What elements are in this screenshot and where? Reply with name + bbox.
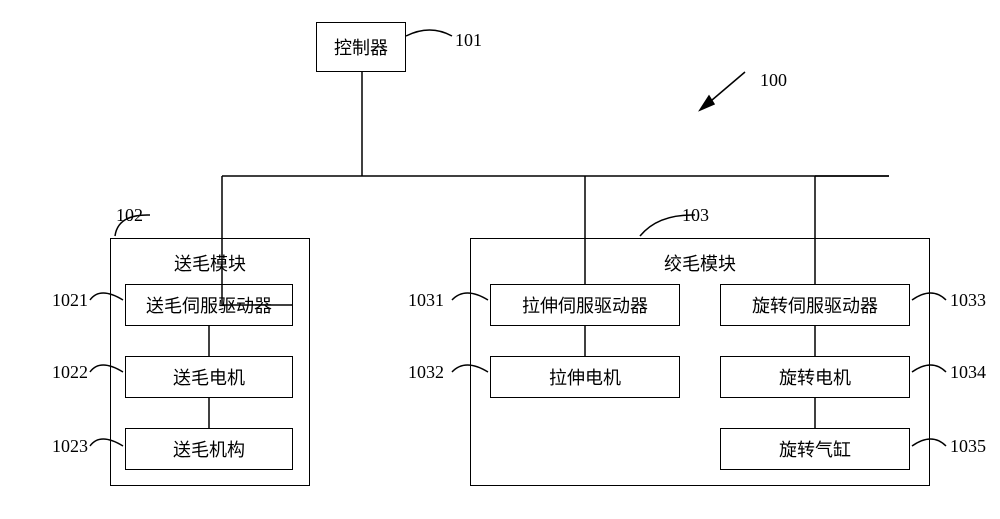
feed-mech-label: 送毛机构 (173, 436, 245, 462)
controller-label: 控制器 (334, 34, 388, 60)
callout-1021: 1021 (52, 290, 88, 311)
callout-103: 103 (682, 205, 709, 226)
feed-motor-label: 送毛电机 (173, 364, 245, 390)
feed-motor-box: 送毛电机 (125, 356, 293, 398)
stretch-driver-label: 拉伸伺服驱动器 (522, 292, 648, 318)
stretch-motor-label: 拉伸电机 (549, 364, 621, 390)
module-twist-title: 绞毛模块 (470, 250, 930, 276)
callout-1023: 1023 (52, 436, 88, 457)
callout-1031: 1031 (408, 290, 444, 311)
rotate-cyl-box: 旋转气缸 (720, 428, 910, 470)
callout-1034: 1034 (950, 362, 986, 383)
callout-1032: 1032 (408, 362, 444, 383)
callout-1033: 1033 (950, 290, 986, 311)
feed-mech-box: 送毛机构 (125, 428, 293, 470)
callout-102: 102 (116, 205, 143, 226)
callout-1035: 1035 (950, 436, 986, 457)
feed-driver-label: 送毛伺服驱动器 (146, 292, 272, 318)
stretch-driver-box: 拉伸伺服驱动器 (490, 284, 680, 326)
callout-1022: 1022 (52, 362, 88, 383)
callout-101: 101 (455, 30, 482, 51)
module-feed-title: 送毛模块 (110, 250, 310, 276)
feed-driver-box: 送毛伺服驱动器 (125, 284, 293, 326)
rotate-motor-box: 旋转电机 (720, 356, 910, 398)
rotate-driver-label: 旋转伺服驱动器 (752, 292, 878, 318)
controller-box: 控制器 (316, 22, 406, 72)
stretch-motor-box: 拉伸电机 (490, 356, 680, 398)
callout-100: 100 (760, 70, 787, 91)
rotate-motor-label: 旋转电机 (779, 364, 851, 390)
rotate-driver-box: 旋转伺服驱动器 (720, 284, 910, 326)
rotate-cyl-label: 旋转气缸 (779, 436, 851, 462)
